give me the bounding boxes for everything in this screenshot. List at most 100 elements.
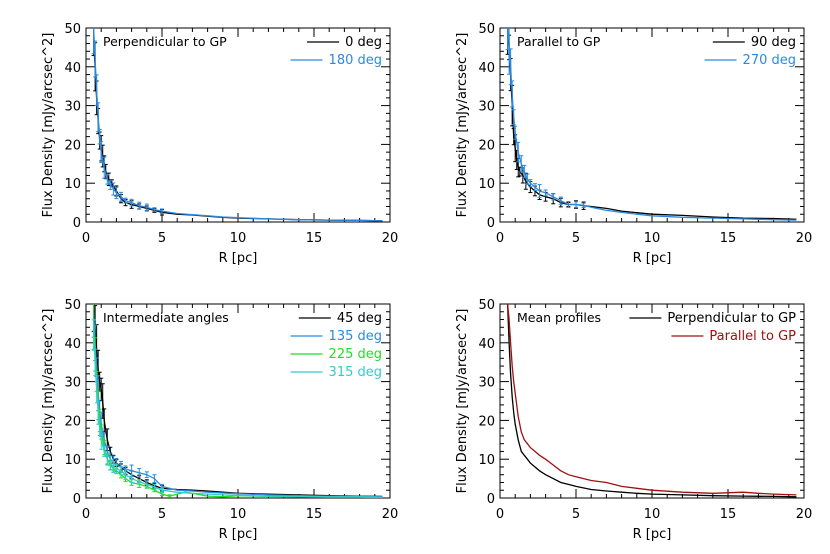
y-tick-label: 10 bbox=[64, 177, 81, 192]
legend-label: Perpendicular to GP bbox=[667, 311, 796, 326]
error-bar bbox=[137, 479, 142, 485]
x-tick-label: 15 bbox=[306, 507, 323, 522]
error-bar bbox=[105, 452, 110, 466]
legend-label: 135 deg bbox=[329, 329, 382, 344]
error-bar bbox=[123, 469, 128, 480]
y-tick-label: 0 bbox=[73, 216, 81, 231]
x-axis-label: R [pc] bbox=[219, 527, 258, 542]
error-bar bbox=[160, 208, 164, 214]
chart-panel-4: 0 5 10 15 20 0 10 20 30 40 50 R [pc] Flux Density [m… bbox=[455, 298, 812, 542]
error-bar bbox=[167, 494, 172, 498]
error-bar bbox=[510, 80, 515, 108]
error-bar bbox=[102, 445, 107, 457]
error-bar bbox=[93, 348, 98, 376]
y-tick-label: 20 bbox=[64, 414, 81, 429]
error-bar bbox=[152, 474, 157, 483]
error-bar bbox=[129, 474, 134, 483]
panel-title: Intermediate angles bbox=[103, 310, 229, 325]
panel-title: Parallel to GP bbox=[517, 34, 601, 49]
y-tick-label: 30 bbox=[478, 376, 495, 391]
error-bar bbox=[551, 193, 556, 201]
error-bar bbox=[105, 174, 110, 185]
x-tick-label: 15 bbox=[720, 507, 737, 522]
error-bar bbox=[111, 182, 116, 196]
x-axis-label: R [pc] bbox=[219, 251, 258, 266]
error-bar bbox=[137, 201, 142, 210]
legend-label: Parallel to GP bbox=[709, 329, 796, 344]
error-bar bbox=[114, 463, 119, 474]
y-tick-label: 0 bbox=[487, 492, 495, 507]
error-bar bbox=[152, 483, 157, 491]
error-bar bbox=[525, 173, 530, 186]
error-bar bbox=[108, 455, 113, 471]
x-tick-label: 5 bbox=[572, 231, 580, 246]
x-tick-label: 5 bbox=[572, 507, 580, 522]
legend-label: 270 deg bbox=[743, 53, 796, 68]
plot-area bbox=[91, 304, 383, 498]
error-bar bbox=[516, 141, 521, 163]
legend-label: 45 deg bbox=[337, 311, 382, 326]
error-bar bbox=[537, 184, 542, 198]
x-tick-label: 5 bbox=[158, 507, 166, 522]
error-bar bbox=[558, 196, 563, 205]
y-tick-label: 40 bbox=[478, 61, 495, 76]
y-tick-label: 20 bbox=[478, 138, 495, 153]
y-tick-label: 30 bbox=[64, 376, 81, 391]
series-line-2 bbox=[92, 311, 383, 498]
chart-panel-1: 0 5 10 15 20 0 10 20 30 40 50 R [pc] Flux Density [m… bbox=[41, 22, 399, 266]
legend-label: 0 deg bbox=[345, 35, 382, 50]
y-tick-label: 50 bbox=[64, 22, 81, 37]
plot-area bbox=[506, 304, 797, 498]
x-tick-label: 10 bbox=[230, 231, 247, 246]
x-tick-label: 15 bbox=[306, 231, 323, 246]
error-bar bbox=[123, 197, 128, 204]
x-tick-label: 10 bbox=[230, 507, 247, 522]
x-tick-label: 10 bbox=[644, 507, 661, 522]
error-bar bbox=[114, 186, 119, 200]
y-tick-label: 10 bbox=[64, 453, 81, 468]
error-bar bbox=[99, 429, 104, 450]
x-tick-label: 0 bbox=[496, 507, 504, 522]
x-tick-label: 15 bbox=[720, 231, 737, 246]
error-bar bbox=[519, 155, 524, 173]
error-bar bbox=[566, 201, 571, 209]
series-line-4 bbox=[92, 334, 383, 498]
series-line-2 bbox=[506, 304, 797, 496]
x-tick-label: 20 bbox=[382, 507, 399, 522]
y-tick-label: 0 bbox=[73, 492, 81, 507]
y-tick-label: 40 bbox=[64, 61, 81, 76]
error-bar bbox=[144, 480, 149, 489]
x-tick-label: 20 bbox=[382, 231, 399, 246]
x-axis-label: R [pc] bbox=[633, 251, 672, 266]
error-bar bbox=[511, 109, 516, 126]
legend: Perpendicular to GP Parallel to GP bbox=[629, 311, 796, 344]
y-axis-label: Flux Density [mJy/arcsec^2] bbox=[455, 309, 470, 494]
error-bar bbox=[144, 471, 149, 479]
error-bar bbox=[99, 141, 104, 164]
legend: 0 deg 180 deg bbox=[290, 35, 382, 68]
error-bar bbox=[513, 125, 518, 140]
error-bar bbox=[160, 487, 164, 493]
y-tick-label: 50 bbox=[64, 298, 81, 313]
y-axis-label: Flux Density [mJy/arcsec^2] bbox=[455, 33, 470, 218]
y-axis-label: Flux Density [mJy/arcsec^2] bbox=[41, 33, 56, 218]
x-tick-label: 5 bbox=[158, 231, 166, 246]
y-tick-label: 20 bbox=[64, 138, 81, 153]
error-bar bbox=[152, 207, 157, 212]
error-bar bbox=[111, 460, 116, 473]
legend-label: 225 deg bbox=[329, 347, 382, 362]
y-tick-label: 20 bbox=[478, 414, 495, 429]
error-bar bbox=[137, 468, 142, 478]
legend-label: 90 deg bbox=[751, 35, 796, 50]
legend: 90 deg 270 deg bbox=[704, 35, 796, 68]
plot-area bbox=[505, 28, 797, 221]
y-tick-label: 50 bbox=[478, 22, 495, 37]
error-bar bbox=[118, 466, 123, 476]
x-tick-label: 20 bbox=[796, 507, 813, 522]
y-tick-label: 0 bbox=[487, 216, 495, 231]
y-tick-label: 40 bbox=[478, 337, 495, 352]
y-tick-label: 10 bbox=[478, 177, 495, 192]
error-bar bbox=[144, 203, 149, 211]
x-tick-label: 0 bbox=[82, 507, 90, 522]
